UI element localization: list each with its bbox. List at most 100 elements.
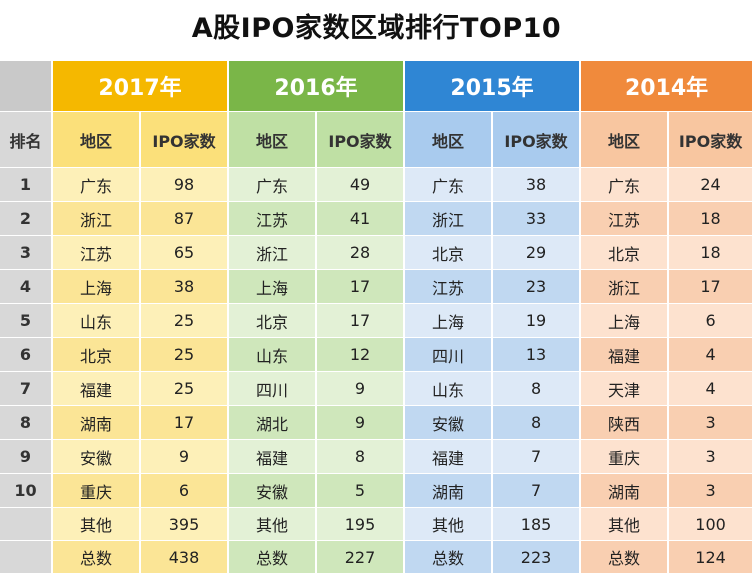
total-count-cell: 438	[140, 540, 230, 574]
ipo-count-cell: 7	[492, 439, 582, 474]
ipo-count-cell: 17	[316, 303, 406, 338]
table-title: A股IPO家数区域排行TOP10	[191, 13, 562, 44]
table-row: 8 湖南 17 湖北 9 安徽 8 陕西 3	[0, 405, 753, 440]
region-header: 地区	[52, 111, 141, 168]
ipo-count-cell: 19	[492, 303, 582, 338]
region-cell: 广东	[52, 167, 141, 202]
ipo-count-cell: 3	[668, 405, 753, 440]
ipo-count-cell: 24	[668, 167, 753, 202]
ipo-count-cell: 23	[492, 269, 582, 304]
total-count-cell: 223	[492, 540, 582, 574]
rank-header: 排名	[0, 111, 53, 168]
total-label-cell: 总数	[404, 540, 494, 574]
table-row: 1 广东 98 广东 49 广东 38 广东 24	[0, 167, 753, 202]
rank-cell: 3	[0, 235, 53, 270]
ipo-count-header: IPO家数	[316, 111, 406, 168]
ipo-count-cell: 18	[668, 201, 753, 236]
ipo-count-cell: 12	[316, 337, 406, 372]
rank-cell-empty	[0, 507, 53, 541]
region-cell: 上海	[52, 269, 141, 304]
ipo-count-cell: 8	[492, 371, 582, 406]
table-row: 7 福建 25 四川 9 山东 8 天津 4	[0, 371, 753, 406]
region-cell: 江苏	[404, 269, 494, 304]
region-header: 地区	[228, 111, 318, 168]
region-cell: 福建	[52, 371, 141, 406]
ipo-count-cell: 17	[140, 405, 230, 440]
region-cell: 浙江	[404, 201, 494, 236]
region-cell: 江苏	[580, 201, 670, 236]
table-row: 3 江苏 65 浙江 28 北京 29 北京 18	[0, 235, 753, 270]
ipo-count-cell: 65	[140, 235, 230, 270]
ipo-count-cell: 25	[140, 337, 230, 372]
other-count-cell: 395	[140, 507, 230, 541]
region-cell: 广东	[404, 167, 494, 202]
region-cell: 广东	[228, 167, 318, 202]
ipo-count-cell: 87	[140, 201, 230, 236]
ipo-count-header: IPO家数	[140, 111, 230, 168]
other-label-cell: 其他	[52, 507, 141, 541]
total-label-cell: 总数	[580, 540, 670, 574]
ipo-count-cell: 49	[316, 167, 406, 202]
ipo-count-cell: 9	[140, 439, 230, 474]
ipo-count-cell: 41	[316, 201, 406, 236]
ipo-count-cell: 25	[140, 371, 230, 406]
region-cell: 北京	[404, 235, 494, 270]
ipo-count-cell: 38	[492, 167, 582, 202]
rank-cell: 9	[0, 439, 53, 474]
table-row: 4 上海 38 上海 17 江苏 23 浙江 17	[0, 269, 753, 304]
ipo-count-cell: 17	[668, 269, 753, 304]
year-header: 2014年	[580, 61, 753, 112]
ipo-count-cell: 98	[140, 167, 230, 202]
region-cell: 山东	[52, 303, 141, 338]
rank-cell: 10	[0, 473, 53, 508]
region-cell: 福建	[228, 439, 318, 474]
region-cell: 重庆	[580, 439, 670, 474]
year-header: 2016年	[228, 61, 406, 112]
region-cell: 江苏	[228, 201, 318, 236]
table-row: 10 重庆 6 安徽 5 湖南 7 湖南 3	[0, 473, 753, 508]
region-cell: 山东	[404, 371, 494, 406]
region-cell: 重庆	[52, 473, 141, 508]
rank-cell: 2	[0, 201, 53, 236]
ipo-count-cell: 9	[316, 405, 406, 440]
ipo-count-header: IPO家数	[668, 111, 753, 168]
total-label-cell: 总数	[52, 540, 141, 574]
ipo-count-cell: 4	[668, 337, 753, 372]
other-count-cell: 195	[316, 507, 406, 541]
ipo-count-cell: 8	[492, 405, 582, 440]
region-cell: 天津	[580, 371, 670, 406]
region-cell: 浙江	[52, 201, 141, 236]
ipo-count-cell: 3	[668, 439, 753, 474]
other-label-cell: 其他	[228, 507, 318, 541]
ipo-count-cell: 6	[140, 473, 230, 508]
other-label-cell: 其他	[404, 507, 494, 541]
ipo-count-cell: 28	[316, 235, 406, 270]
region-cell: 四川	[404, 337, 494, 372]
ipo-count-cell: 7	[492, 473, 582, 508]
region-cell: 北京	[52, 337, 141, 372]
ipo-count-cell: 17	[316, 269, 406, 304]
region-cell: 江苏	[52, 235, 141, 270]
region-cell: 湖南	[52, 405, 141, 440]
rank-cell: 5	[0, 303, 53, 338]
region-cell: 湖南	[404, 473, 494, 508]
region-cell: 北京	[580, 235, 670, 270]
ipo-count-cell: 4	[668, 371, 753, 406]
table-row: 6 北京 25 山东 12 四川 13 福建 4	[0, 337, 753, 372]
ipo-count-cell: 25	[140, 303, 230, 338]
other-count-cell: 185	[492, 507, 582, 541]
region-header: 地区	[580, 111, 670, 168]
region-cell: 福建	[580, 337, 670, 372]
total-count-cell: 227	[316, 540, 406, 574]
rank-cell: 8	[0, 405, 53, 440]
total-label-cell: 总数	[228, 540, 318, 574]
region-cell: 上海	[404, 303, 494, 338]
ipo-count-cell: 33	[492, 201, 582, 236]
region-cell: 上海	[228, 269, 318, 304]
region-cell: 北京	[228, 303, 318, 338]
rank-cell: 6	[0, 337, 53, 372]
region-cell: 安徽	[228, 473, 318, 508]
region-cell: 浙江	[580, 269, 670, 304]
other-label-cell: 其他	[580, 507, 670, 541]
region-cell: 上海	[580, 303, 670, 338]
